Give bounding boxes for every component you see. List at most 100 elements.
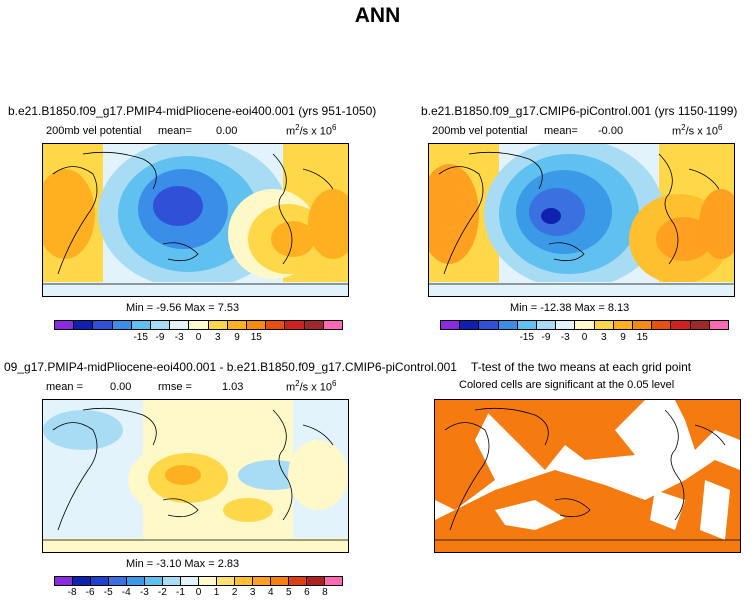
panel2-units: m2/s x 106 [672,123,723,138]
panel1-colorbar-swatch [227,321,248,329]
panel3-colorbar-swatch [235,577,253,585]
panel3-colorbar-swatch [271,577,289,585]
panel1-colorbar-swatch [151,321,171,329]
panel3-colorbar-swatch [253,577,271,585]
panel1-tick: -15 [133,332,148,343]
panel1-colorbar-swatch [131,321,152,329]
panel1-variable: 200mb vel potential [46,125,142,137]
panel3-tick: 5 [286,587,292,598]
panel3-colorbar-swatch [325,577,342,585]
panel3-tick: 4 [267,587,274,598]
panel3-tick: -4 [121,587,131,598]
panel2-colorbar-swatch [517,321,538,329]
panel3-title: 09_g17.PMIP4-midPliocene-eoi400.001 - b.… [4,360,457,374]
panel2-tick: 0 [581,332,588,343]
panel3-tick: -5 [103,587,113,598]
panel3-colorbar-swatch [127,577,145,585]
panel2-colorbar-ticks: -15 -9 -3 0 3 9 15 [440,332,727,344]
panel2-tick: -15 [519,332,534,343]
panel1-colorbar-swatch [112,321,132,329]
panel2-colorbar-swatch [633,321,653,329]
panel2-title: b.e21.B1850.f09_g17.CMIP6-piControl.001 … [421,104,738,118]
panel3-colorbar-swatch [55,577,73,585]
panel3-tick: 1 [213,587,220,598]
panel1-colorbar-swatch [285,321,305,329]
panel1-colorbar-swatch [189,321,209,329]
panel3-rmse-value: 1.03 [222,381,244,393]
panel2-tick: -3 [560,332,570,343]
panel3-tick: -2 [157,587,167,598]
panel1-tick: -3 [174,332,184,343]
panel3-rmse-label: rmse = [158,381,192,393]
panel2-tick: 9 [620,332,626,343]
panel1-colorbar-swatch [74,321,94,329]
panel1-colorbar-swatch [266,321,286,329]
panel3-colorbar-swatch [163,577,181,585]
panel4-subtitle: Colored cells are significant at the 0.0… [459,379,675,391]
panel2-variable: 200mb vel potential [432,125,528,137]
panel4-map [434,399,741,553]
panel3-tick: 0 [195,587,202,598]
panel2-minmax: Min = -12.38 Max = 8.13 [510,302,630,314]
panel1-mean-value: 0.00 [216,125,238,137]
panel3-map [42,399,349,553]
panel3-mean-value: 0.00 [110,381,132,393]
panel2-map [428,143,735,297]
panel3-colorbar-swatch [199,577,217,585]
panel2-colorbar-swatch [575,321,595,329]
panel2-colorbar-swatch [613,321,634,329]
panel2-tick: 15 [636,332,648,343]
panel3-colorbar-swatch [73,577,91,585]
panel1-tick: 9 [234,332,240,343]
panel1-colorbar-swatch [247,321,267,329]
panel3-tick: -3 [139,587,149,598]
panel2-colorbar-swatch [556,321,576,329]
panel3-tick: 2 [231,587,238,598]
panel2-colorbar-swatch [671,321,691,329]
panel2-mean-label: mean= [544,125,578,137]
panel3-colorbar-swatch [289,577,307,585]
panel1-colorbar-swatch [208,321,228,329]
panel3-tick: -8 [67,587,77,598]
panel2-colorbar-swatch [594,321,614,329]
panel1-tick: -9 [155,332,165,343]
panel2-colorbar-swatch [709,321,729,329]
panel1-map [42,143,349,297]
panel2-colorbar-swatch [460,321,480,329]
panel1-colorbar-ticks: -15 -9 -3 0 3 9 15 [54,332,341,344]
panel3-tick: 3 [249,587,256,598]
panel3-colorbar-swatch [307,577,325,585]
panel1-tick: 15 [250,332,262,343]
panel3-colorbar-swatch [109,577,127,585]
panel2-tick: 3 [600,332,607,343]
panel2-colorbar-swatch [652,321,672,329]
panel2-colorbar-swatch [441,321,461,329]
panel2-mean-value: -0.00 [598,125,624,137]
panel1-mean-label: mean= [158,125,192,137]
panel1-colorbar-swatch [55,321,75,329]
panel3-tick: -1 [175,587,185,598]
panel3-mean-label: mean = [46,381,83,393]
panel3-colorbar [54,576,343,586]
panel1-colorbar [54,320,343,330]
panel1-tick: 3 [214,332,221,343]
panel2-colorbar-swatch [498,321,518,329]
panel2-colorbar-swatch [537,321,557,329]
panel2-colorbar-swatch [690,321,710,329]
panel1-colorbar-swatch [304,321,324,329]
panel3-colorbar-swatch [91,577,109,585]
panel2-tick: -9 [541,332,551,343]
panel3-minmax: Min = -3.10 Max = 2.83 [126,558,240,570]
panel3-units: m2/s x 106 [286,379,337,394]
panel3-colorbar-ticks: -8 -6 -5 -4 -3 -2 -1 0 1 2 3 4 5 6 8 [54,587,341,599]
panel3-tick: 8 [322,587,328,598]
panel3-colorbar-swatch [217,577,235,585]
panel3-tick: -6 [85,587,95,598]
panel3-colorbar-swatch [145,577,163,585]
panel1-title: b.e21.B1850.f09_g17.PMIP4-midPliocene-eo… [8,104,377,118]
panel2-colorbar-swatch [479,321,499,329]
page-title: ANN [354,4,401,27]
panel1-tick: 0 [195,332,202,343]
panel2-colorbar [440,320,729,330]
panel1-minmax: Min = -9.56 Max = 7.53 [126,302,240,314]
